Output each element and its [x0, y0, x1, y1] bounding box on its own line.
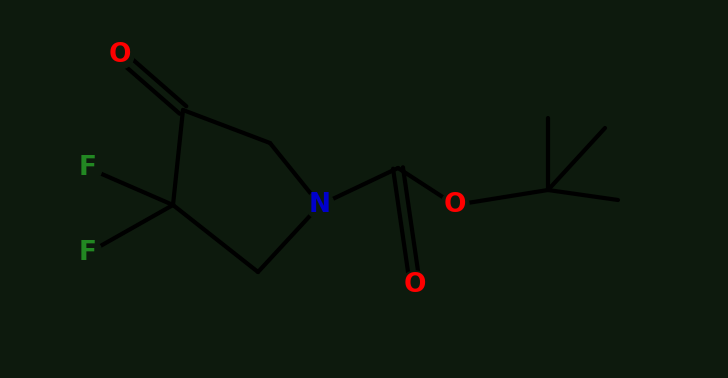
Circle shape: [441, 191, 469, 219]
Text: O: O: [444, 192, 466, 218]
Text: O: O: [404, 272, 427, 298]
Circle shape: [401, 271, 429, 299]
Circle shape: [306, 191, 334, 219]
Text: F: F: [79, 240, 97, 266]
Text: F: F: [79, 155, 97, 181]
Circle shape: [74, 239, 102, 267]
Text: N: N: [309, 192, 331, 218]
Circle shape: [74, 154, 102, 182]
Circle shape: [106, 41, 134, 69]
Text: O: O: [108, 42, 131, 68]
